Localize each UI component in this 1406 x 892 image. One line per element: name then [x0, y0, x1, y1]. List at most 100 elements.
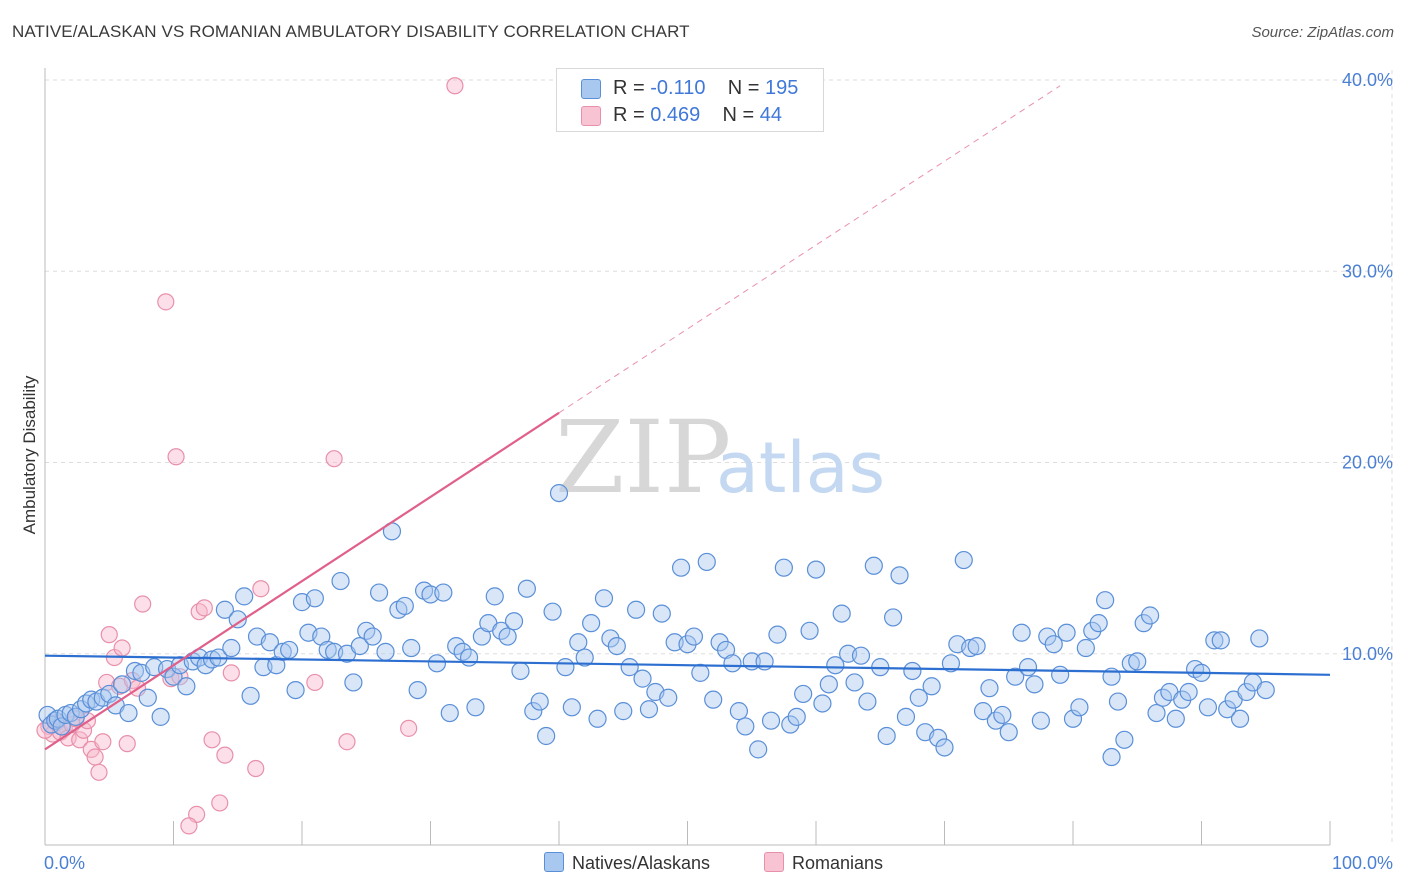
romanian-point [118, 735, 136, 753]
native-point [691, 663, 710, 682]
native-point [832, 604, 851, 623]
native-point [1006, 667, 1025, 686]
x-tick-label: 0.0% [44, 853, 85, 873]
romanian-point [247, 759, 265, 778]
native-point [1051, 665, 1070, 684]
native-point [967, 636, 986, 656]
native-point [1102, 747, 1121, 767]
native-point [633, 669, 652, 688]
bottom-swatch-blue [544, 852, 564, 872]
native-point [980, 679, 999, 698]
romanian-point [400, 719, 418, 737]
native-point [402, 638, 421, 658]
watermark-atlas: atlas [716, 427, 885, 509]
native-point [517, 579, 536, 598]
romanian-point [167, 448, 185, 466]
native-point [1012, 623, 1031, 642]
native-point [845, 673, 864, 692]
native-point [903, 661, 922, 681]
native-point [639, 700, 659, 719]
native-point [935, 738, 954, 757]
correlation-legend: R = -0.110 N = 195 R = 0.469 N = 44 [556, 68, 824, 132]
native-point [222, 638, 241, 658]
romanian-point [203, 731, 221, 749]
bottom-swatch-pink [764, 852, 784, 872]
native-point [52, 717, 71, 736]
native-point [1147, 703, 1166, 723]
native-point [1166, 709, 1185, 728]
native-point [961, 638, 980, 658]
romanian-point [134, 595, 152, 613]
native-point [100, 684, 119, 704]
native-point [344, 673, 363, 692]
native-point [1140, 606, 1160, 625]
source-credit: Source: ZipAtlas.com [1251, 24, 1394, 41]
native-point [806, 560, 826, 579]
romanian-point [325, 450, 343, 468]
native-point [1179, 682, 1198, 702]
native-point [151, 707, 170, 726]
native-point [286, 680, 305, 700]
legend-swatch-pink [581, 106, 601, 126]
native-point [543, 602, 562, 621]
native-point [1256, 680, 1275, 700]
romanian-point [94, 733, 112, 751]
legend-r-label: R = [613, 104, 645, 126]
romanians-trend-line [44, 411, 560, 751]
native-point [883, 608, 903, 627]
native-point [659, 688, 678, 707]
native-point [768, 625, 787, 644]
native-point [318, 640, 337, 660]
native-point [569, 633, 588, 652]
native-point [877, 726, 896, 746]
native-point [363, 627, 382, 646]
romanian-point [90, 763, 108, 781]
chart-title: NATIVE/ALASKAN VS ROMANIAN AMBULATORY DI… [12, 22, 690, 41]
native-point [549, 484, 569, 503]
native-point [260, 633, 279, 652]
bottom-legend-romanians-label: Romanians [792, 853, 884, 873]
bottom-legend-natives: Natives/Alaskans [544, 852, 710, 874]
native-point [928, 728, 948, 748]
native-point [370, 583, 389, 602]
native-point [459, 648, 479, 667]
native-point [723, 654, 742, 673]
native-point [1218, 700, 1237, 719]
legend-r-label: R = [613, 77, 645, 99]
native-point [749, 740, 768, 759]
axes: 10.0% 20.0% 30.0% 40.0% 0.0% 100.0% [44, 68, 1393, 873]
native-point [813, 694, 832, 713]
y-tick-label: 20.0% [1342, 453, 1393, 473]
romanian-point [71, 731, 89, 749]
native-point [177, 677, 196, 696]
native-point [498, 627, 517, 646]
native-point [408, 680, 427, 700]
legend-n-label: N = [722, 104, 755, 126]
native-point [1070, 698, 1089, 717]
native-point [504, 612, 524, 631]
native-point [851, 646, 871, 665]
bottom-legend-natives-label: Natives/Alaskans [572, 853, 711, 873]
native-point [671, 558, 691, 577]
native-point [954, 550, 973, 570]
native-point [1237, 682, 1256, 702]
native-point [440, 703, 459, 723]
native-point [858, 692, 877, 711]
native-point [280, 640, 299, 660]
native-point [1031, 711, 1050, 730]
native-point [1044, 635, 1063, 654]
native-point [376, 642, 395, 661]
native-point [1057, 623, 1076, 642]
romanian-point [157, 293, 175, 311]
native-point [524, 702, 543, 721]
native-point [1076, 638, 1095, 658]
native-point [890, 566, 909, 585]
romanian-point [216, 746, 234, 764]
legend-n-value: 195 [764, 77, 799, 99]
native-point [1096, 591, 1115, 610]
native-point [704, 690, 723, 709]
native-point [466, 698, 485, 717]
native-point [1108, 692, 1128, 711]
native-point [1115, 730, 1134, 749]
native-point [594, 589, 614, 608]
